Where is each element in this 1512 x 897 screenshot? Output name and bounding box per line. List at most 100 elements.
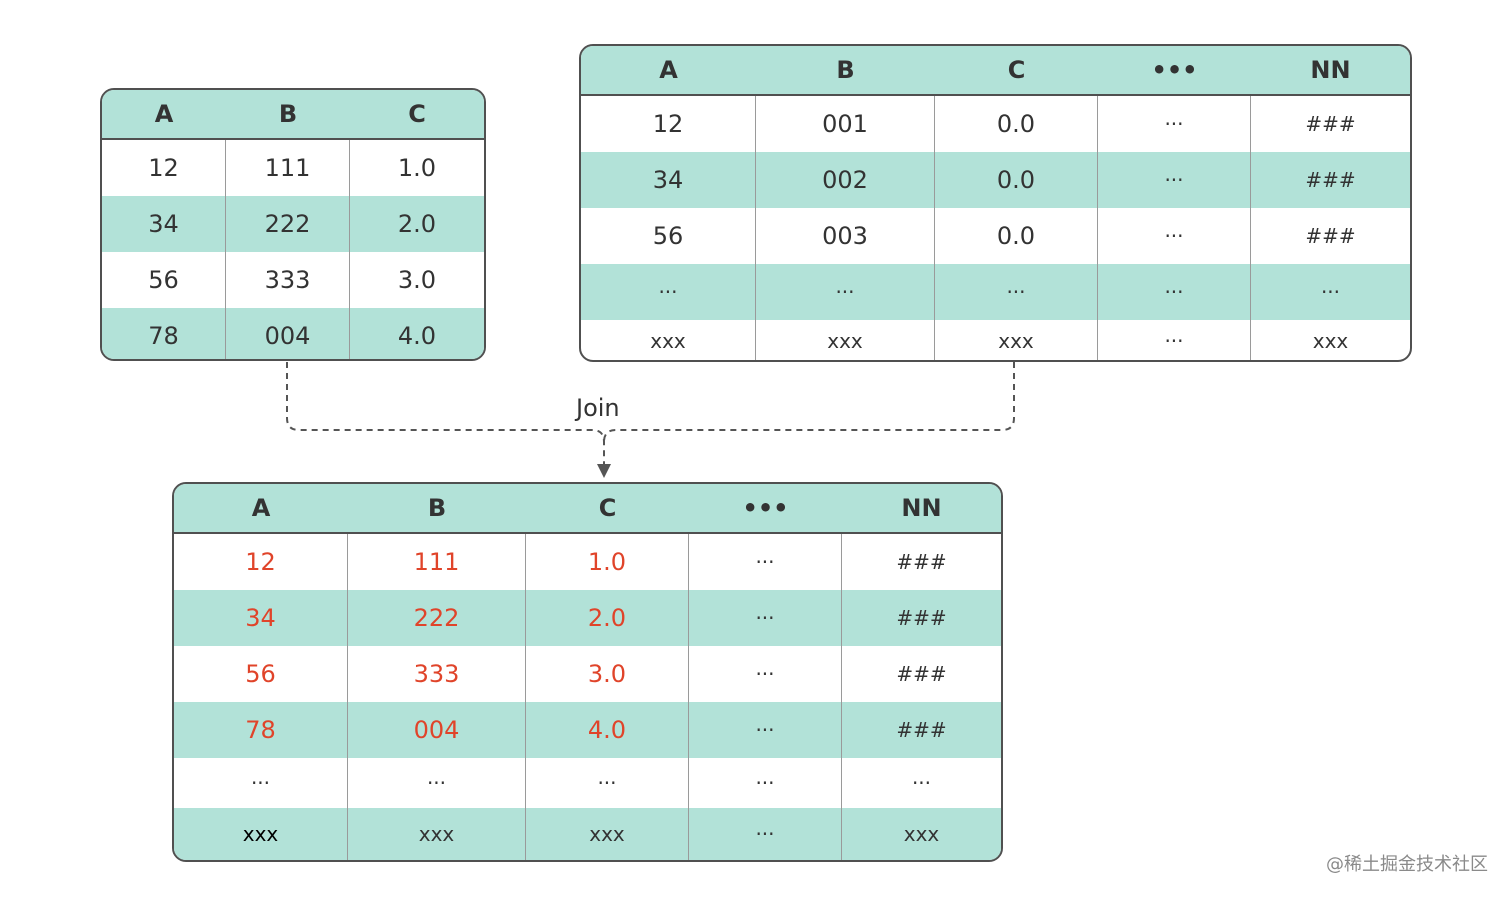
left-table-cell: 12 — [102, 140, 226, 196]
result-table-cell: 4.0 — [526, 702, 689, 758]
right-table-cell: ··· — [1098, 208, 1251, 264]
left-table-cell: 4.0 — [397, 321, 437, 350]
result-table-cell: 111 — [348, 534, 526, 590]
result-table-row: 56 333 3.0 ··· ### — [174, 646, 1001, 702]
right-table-cell: xxx — [756, 320, 935, 360]
left-table-row: 12 111 1.0 — [102, 140, 484, 196]
right-table-cell: ··· — [581, 264, 756, 320]
right-table-row: 56 003 0.0 ··· ### — [581, 208, 1410, 264]
right-table-cell: 12 — [581, 96, 756, 152]
right-table-row: xxx xxx xxx ··· xxx — [581, 320, 1410, 360]
right-table-cell: ··· — [935, 264, 1098, 320]
right-table-row: 12 001 0.0 ··· ### — [581, 96, 1410, 152]
left-table-header-a: A — [154, 100, 174, 128]
result-table-header-nn: NN — [901, 494, 942, 522]
right-table-cell: ··· — [756, 264, 935, 320]
left-table-cell: 111 — [226, 140, 350, 196]
result-table-cell: ### — [896, 718, 947, 742]
right-table-header-row: A B C ••• NN — [581, 46, 1410, 96]
result-table-row: xxx xxx xxx ··· xxx — [174, 808, 1001, 860]
right-table-row: 34 002 0.0 ··· ### — [581, 152, 1410, 208]
result-table-header-row: A B C ••• NN — [174, 484, 1001, 534]
right-table-header-nn: NN — [1310, 56, 1351, 84]
right-table-header-ellipsis: ••• — [1151, 56, 1198, 84]
left-table-header-b: B — [278, 100, 298, 128]
right-table-cell: ### — [1305, 168, 1356, 192]
result-table-cell: ··· — [689, 534, 842, 590]
left-table-cell: 78 — [102, 308, 226, 359]
right-table-cell: 0.0 — [935, 208, 1098, 264]
result-table-cell: 34 — [174, 590, 348, 646]
right-table-cell: ### — [1305, 112, 1356, 136]
right-table-cell: ··· — [1098, 264, 1251, 320]
right-table-cell: 002 — [756, 152, 935, 208]
right-table-header-c: C — [1007, 56, 1026, 84]
left-table-cell: 1.0 — [397, 154, 437, 182]
left-table: A B C 12 111 1.0 34 222 2.0 56 333 3.0 7… — [100, 88, 486, 361]
result-table-row: 78 004 4.0 ··· ### — [174, 702, 1001, 758]
result-table-cell: 12 — [174, 534, 348, 590]
result-table-cell: xxx — [526, 808, 689, 860]
result-table: A B C ••• NN 12 111 1.0 ··· ### 34 222 2… — [172, 482, 1003, 862]
right-table-cell: 0.0 — [935, 152, 1098, 208]
left-table-cell: 222 — [226, 196, 350, 252]
left-table-header-c: C — [408, 100, 426, 128]
result-table-cell: 78 — [174, 702, 348, 758]
right-table-cell: 001 — [756, 96, 935, 152]
result-table-cell: ··· — [689, 808, 842, 860]
left-table-cell: 2.0 — [397, 210, 437, 238]
watermark: @稀土掘金技术社区 — [1326, 854, 1488, 875]
right-table-cell: xxx — [1312, 329, 1349, 353]
result-table-cell: ··· — [689, 758, 842, 808]
left-table-cell: 56 — [102, 252, 226, 308]
left-table-row: 78 004 4.0 — [102, 308, 484, 359]
result-table-cell: xxx — [903, 822, 940, 846]
right-table-cell: ### — [1305, 224, 1356, 248]
left-table-cell: 3.0 — [397, 266, 437, 294]
right-table-cell: xxx — [581, 320, 756, 360]
right-table-cell: ··· — [1320, 280, 1341, 304]
join-label: Join — [576, 394, 620, 422]
left-table-row: 34 222 2.0 — [102, 196, 484, 252]
result-table-cell: 1.0 — [526, 534, 689, 590]
result-table-row: ··· ··· ··· ··· ··· — [174, 758, 1001, 808]
result-table-cell: ··· — [348, 758, 526, 808]
result-table-header-ellipsis: ••• — [742, 494, 789, 522]
right-table-cell: xxx — [935, 320, 1098, 360]
result-table-cell: ··· — [526, 758, 689, 808]
right-table-cell: ··· — [1098, 152, 1251, 208]
right-table: A B C ••• NN 12 001 0.0 ··· ### 34 002 0… — [579, 44, 1412, 362]
result-table-cell: ··· — [689, 702, 842, 758]
right-table-row: ··· ··· ··· ··· ··· — [581, 264, 1410, 320]
result-table-cell: ### — [896, 606, 947, 630]
result-table-cell: 222 — [348, 590, 526, 646]
right-table-cell: ··· — [1098, 320, 1251, 360]
right-table-cell: ··· — [1098, 96, 1251, 152]
connector-right-line — [603, 362, 1015, 443]
result-table-cell: ### — [896, 550, 947, 574]
result-table-cell: ··· — [689, 646, 842, 702]
right-table-header-b: B — [836, 56, 855, 84]
right-table-cell: 0.0 — [935, 96, 1098, 152]
right-table-cell: 34 — [581, 152, 756, 208]
result-table-header-a: A — [251, 494, 271, 522]
result-table-cell: 2.0 — [526, 590, 689, 646]
result-table-row: 34 222 2.0 ··· ### — [174, 590, 1001, 646]
left-table-header-row: A B C — [102, 90, 484, 140]
result-table-cell: 56 — [174, 646, 348, 702]
left-table-cell: 333 — [226, 252, 350, 308]
result-table-cell: xxx — [348, 808, 526, 860]
left-table-row: 56 333 3.0 — [102, 252, 484, 308]
result-table-cell: ··· — [689, 590, 842, 646]
result-table-cell: 004 — [348, 702, 526, 758]
result-table-header-b: B — [427, 494, 447, 522]
result-table-cell: ··· — [174, 758, 348, 808]
left-table-cell: 34 — [102, 196, 226, 252]
right-table-header-a: A — [659, 56, 678, 84]
right-table-cell: 003 — [756, 208, 935, 264]
result-table-cell: 333 — [348, 646, 526, 702]
result-table-row: 12 111 1.0 ··· ### — [174, 534, 1001, 590]
right-table-cell: 56 — [581, 208, 756, 264]
result-table-cell: xxx — [174, 808, 348, 860]
